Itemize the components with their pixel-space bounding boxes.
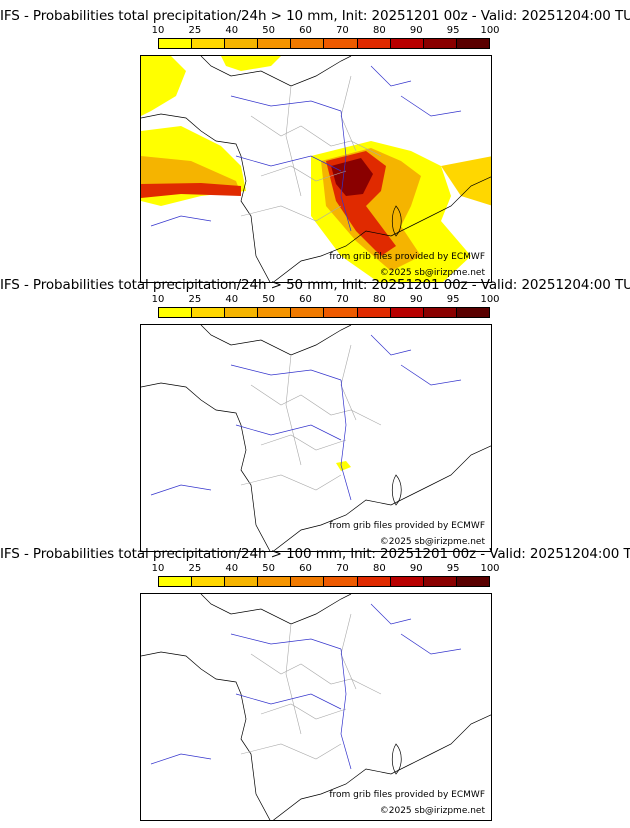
colorbar-tick-label: 95 (446, 25, 460, 36)
colorbar-tick-label: 50 (262, 294, 276, 305)
colorbar-cell (159, 308, 193, 317)
colorbar-tick-label: 10 (151, 25, 165, 36)
colorbar-tick-label: 90 (409, 294, 423, 305)
panel-title: IFS - Probabilities total precipitation/… (0, 277, 630, 293)
colorbar-cell (258, 308, 292, 317)
source-credit: from grib files provided by ECMWF (329, 252, 485, 262)
colorbar-tick-label: 50 (262, 563, 276, 574)
colorbar-tick-label: 50 (262, 25, 276, 36)
source-credit: from grib files provided by ECMWF (329, 521, 485, 531)
borders (240, 613, 382, 760)
colorbar (158, 307, 490, 318)
copyright-credit: ©2025 sb@irizpme.net (379, 806, 485, 816)
rivers (150, 603, 462, 770)
borders (240, 75, 382, 222)
colorbar-cell (456, 39, 489, 48)
probability-shading (141, 56, 491, 282)
colorbar-tick-label: 25 (188, 294, 202, 305)
precip-map-svg (141, 594, 491, 820)
colorbar-cell (258, 577, 292, 586)
colorbar (158, 38, 490, 49)
map-panel-10mm: IFS - Probabilities total precipitation/… (0, 8, 630, 283)
precip-map-svg (141, 56, 491, 282)
colorbar-tick-label: 60 (299, 25, 312, 36)
map-panel-50mm: IFS - Probabilities total precipitation/… (0, 277, 630, 552)
colorbar-cell (357, 308, 391, 317)
colorbar-cell (291, 577, 325, 586)
rivers (150, 334, 462, 501)
colorbar-cell (456, 308, 489, 317)
colorbar-tick-label: 100 (480, 25, 500, 36)
colorbar-cell (225, 308, 259, 317)
colorbar-cell (324, 39, 358, 48)
colorbar-cell (258, 39, 292, 48)
colorbar-ticks: 10 25 40 50 60 70 80 90 95 100 (152, 294, 500, 306)
colorbar-ticks: 10 25 40 50 60 70 80 90 95 100 (152, 563, 500, 575)
copyright-credit: ©2025 sb@irizpme.net (379, 537, 485, 547)
rivers (150, 65, 462, 232)
colorbar-ticks: 10 25 40 50 60 70 80 90 95 100 (152, 25, 500, 37)
colorbar-cell (423, 308, 457, 317)
precip-map-svg (141, 325, 491, 551)
coastline (141, 325, 491, 551)
colorbar-cell (225, 39, 259, 48)
colorbar-cell (390, 39, 424, 48)
colorbar-cell (192, 308, 226, 317)
colorbar-cell (357, 39, 391, 48)
colorbar-cell (192, 577, 226, 586)
colorbar-cell (159, 39, 193, 48)
colorbar-tick-label: 80 (372, 294, 386, 305)
map-panel-100mm: IFS - Probabilities total precipitation/… (0, 546, 630, 821)
colorbar-cell (390, 577, 424, 586)
map-area: from grib files provided by ECMWF ©2025 … (140, 55, 492, 283)
colorbar-cell (159, 577, 193, 586)
colorbar-cell (324, 308, 358, 317)
colorbar-tick-label: 80 (372, 563, 386, 574)
colorbar-tick-label: 25 (188, 25, 202, 36)
map-area: from grib files provided by ECMWF ©2025 … (140, 324, 492, 552)
colorbar-cell (423, 577, 457, 586)
colorbar-tick-label: 70 (336, 294, 349, 305)
colorbar-tick-label: 10 (151, 563, 165, 574)
borders (240, 344, 382, 491)
map-area: from grib files provided by ECMWF ©2025 … (140, 593, 492, 821)
colorbar-tick-label: 70 (336, 25, 349, 36)
colorbar-cell (456, 577, 489, 586)
colorbar-tick-label: 90 (409, 25, 423, 36)
colorbar-tick-label: 95 (446, 294, 460, 305)
colorbar-cell (423, 39, 457, 48)
colorbar-tick-label: 40 (225, 294, 239, 305)
colorbar-tick-label: 80 (372, 25, 386, 36)
copyright-credit: ©2025 sb@irizpme.net (379, 268, 485, 278)
source-credit: from grib files provided by ECMWF (329, 790, 485, 800)
colorbar-tick-label: 60 (299, 294, 312, 305)
colorbar-tick-label: 40 (225, 563, 239, 574)
probability-shading (336, 461, 351, 471)
colorbar-cell (357, 577, 391, 586)
colorbar-tick-label: 100 (480, 294, 500, 305)
colorbar-tick-label: 60 (299, 563, 312, 574)
colorbar-cell (390, 308, 424, 317)
colorbar-cell (291, 39, 325, 48)
colorbar-cell (324, 577, 358, 586)
colorbar-tick-label: 40 (225, 25, 239, 36)
coastline (141, 56, 491, 282)
colorbar-tick-label: 95 (446, 563, 460, 574)
colorbar (158, 576, 490, 587)
colorbar-cell (192, 39, 226, 48)
coastline (141, 594, 491, 820)
panel-title: IFS - Probabilities total precipitation/… (0, 8, 630, 24)
colorbar-tick-label: 100 (480, 563, 500, 574)
colorbar-cell (291, 308, 325, 317)
colorbar-tick-label: 70 (336, 563, 349, 574)
panel-title: IFS - Probabilities total precipitation/… (0, 546, 630, 562)
colorbar-tick-label: 90 (409, 563, 423, 574)
colorbar-tick-label: 10 (151, 294, 165, 305)
colorbar-cell (225, 577, 259, 586)
colorbar-tick-label: 25 (188, 563, 202, 574)
